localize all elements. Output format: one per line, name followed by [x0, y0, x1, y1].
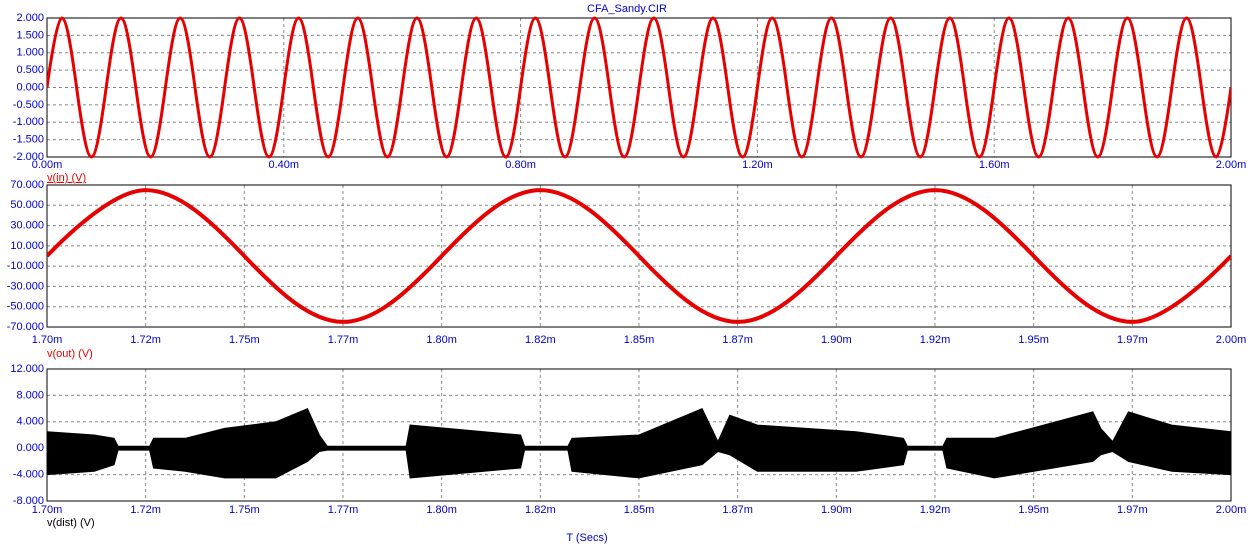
x-tick-label: 1.82m — [525, 334, 556, 346]
x-tick-label: 1.92m — [920, 334, 951, 346]
legend-label: v(out) (V) — [47, 348, 93, 360]
y-tick-label: 2.000 — [16, 12, 44, 24]
y-tick-label: -70.000 — [7, 321, 44, 333]
x-tick-label: 1.92m — [920, 504, 951, 516]
x-tick-label: 1.70m — [32, 504, 63, 516]
x-tick-label: 0.00m — [32, 159, 63, 171]
y-tick-label: 0.000 — [16, 81, 44, 93]
y-tick-label: -50.000 — [7, 301, 44, 313]
y-tick-label: 4.000 — [16, 416, 44, 428]
y-tick-label: -2.000 — [13, 151, 44, 163]
x-tick-label: 1.80m — [426, 334, 457, 346]
y-tick-label: -1.500 — [13, 134, 44, 146]
x-tick-label: 0.40m — [269, 159, 300, 171]
x-axis-label: T (Secs) — [566, 532, 607, 544]
x-tick-label: 1.97m — [1117, 334, 1148, 346]
y-tick-label: 1.000 — [16, 47, 44, 59]
y-tick-label: -8.000 — [13, 495, 44, 507]
y-tick-label: -10.000 — [7, 260, 44, 272]
x-tick-label: 1.60m — [979, 159, 1010, 171]
y-tick-label: 30.000 — [10, 219, 44, 231]
x-tick-label: 1.72m — [130, 504, 161, 516]
x-tick-label: 1.85m — [624, 504, 655, 516]
y-tick-label: 1.500 — [16, 29, 44, 41]
x-tick-label: 1.97m — [1117, 504, 1148, 516]
y-tick-label: 0.500 — [16, 64, 44, 76]
x-tick-label: 2.00m — [1216, 334, 1247, 346]
x-tick-label: 1.75m — [229, 334, 260, 346]
x-tick-label: 1.90m — [821, 334, 852, 346]
x-tick-label: 1.85m — [624, 334, 655, 346]
x-tick-label: 0.80m — [505, 159, 536, 171]
x-tick-label: 1.77m — [328, 334, 359, 346]
series-line — [47, 16, 1231, 159]
x-tick-label: 1.80m — [426, 504, 457, 516]
legend-label: v(in) (V) — [47, 172, 86, 184]
x-tick-label: 1.70m — [32, 334, 63, 346]
y-tick-label: 0.000 — [16, 442, 44, 454]
x-tick-label: 1.72m — [130, 334, 161, 346]
x-tick-label: 1.90m — [821, 504, 852, 516]
y-tick-label: 12.000 — [10, 363, 44, 375]
x-tick-label: 1.75m — [229, 504, 260, 516]
y-tick-label: 70.000 — [10, 179, 44, 191]
series-band — [47, 407, 1231, 479]
legend-label: v(dist) (V) — [47, 517, 95, 529]
y-tick-label: -1.000 — [13, 116, 44, 128]
series-line — [47, 188, 1231, 324]
y-tick-label: 50.000 — [10, 199, 44, 211]
x-tick-label: 1.77m — [328, 504, 359, 516]
x-tick-label: 1.87m — [722, 334, 753, 346]
y-tick-label: -30.000 — [7, 280, 44, 292]
chart-title: CFA_Sandy.CIR — [587, 3, 667, 15]
x-tick-label: 2.00m — [1216, 159, 1247, 171]
x-tick-label: 2.00m — [1216, 504, 1247, 516]
x-tick-label: 1.95m — [1018, 504, 1049, 516]
x-tick-label: 1.82m — [525, 504, 556, 516]
x-tick-label: 1.87m — [722, 504, 753, 516]
x-tick-label: 1.95m — [1018, 334, 1049, 346]
y-tick-label: 8.000 — [16, 389, 44, 401]
y-tick-label: -0.500 — [13, 99, 44, 111]
x-tick-label: 1.20m — [742, 159, 773, 171]
y-tick-label: 10.000 — [10, 240, 44, 252]
y-tick-label: -4.000 — [13, 469, 44, 481]
